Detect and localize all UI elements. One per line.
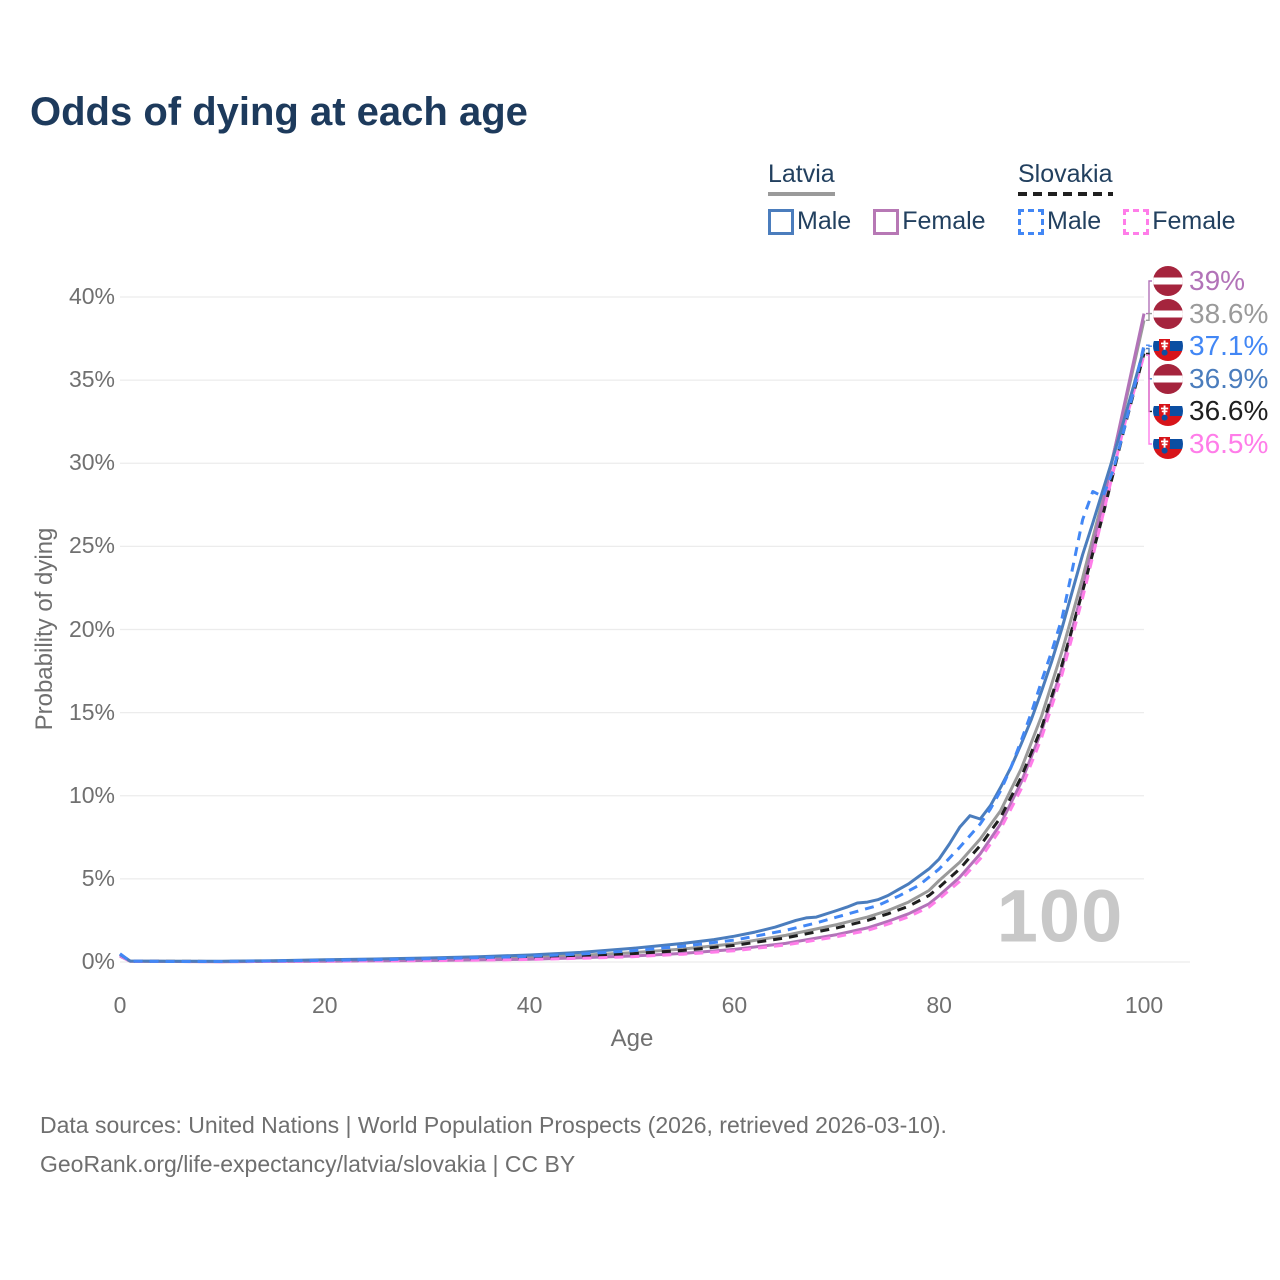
hover-age-watermark: 100 (996, 874, 1124, 958)
y-tick-0: 0% (81, 948, 115, 974)
x-tick-80: 80 (926, 992, 952, 1018)
latvia-flag-icon (1153, 363, 1183, 394)
x-tick-60: 60 (721, 992, 748, 1018)
y-tick-35: 35% (68, 366, 115, 393)
end-label-value: 38.6% (1189, 297, 1269, 329)
series-line-latvia (119, 319, 1146, 963)
legend-label: Female (1152, 207, 1236, 235)
legend-swatch-solid (873, 208, 900, 235)
end-label-value: 37.1% (1189, 330, 1269, 362)
y-tick-40: 40% (68, 283, 115, 309)
y-tick-15: 15% (68, 698, 115, 725)
y-tick-25: 25% (68, 532, 115, 559)
legend-swatch-dashed (1123, 208, 1150, 235)
y-tick-10: 10% (68, 781, 115, 808)
latvia-flag-icon (1153, 298, 1183, 329)
slovakia-flag-icon (1153, 331, 1183, 362)
legend-underline-solid (768, 192, 835, 196)
end-label-connector-latvia (1146, 312, 1152, 321)
y-axis-title: Probability of dying (31, 527, 58, 731)
legend-group-slovakia: Slovakia Male Female (1018, 160, 1236, 236)
end-label-connector-slovakia-male (1146, 344, 1152, 347)
footer: Data sources: United Nations | World Pop… (40, 1106, 947, 1184)
end-label-latvia-female: 39% (1153, 265, 1245, 297)
end-label-connector-slovakia-female (1146, 354, 1152, 445)
legend-swatch-solid (768, 208, 794, 235)
series-line-slovakia-male (119, 344, 1146, 963)
x-tick-100: 100 (1124, 992, 1164, 1018)
y-tick-5: 5% (81, 864, 115, 891)
end-label-value: 36.5% (1189, 428, 1269, 459)
end-label-value: 39% (1189, 265, 1246, 296)
series-line-slovakia-female (119, 354, 1146, 964)
y-tick-30: 30% (68, 449, 115, 476)
legend-label: Male (1047, 207, 1102, 235)
page-title: Odds of dying at each age (30, 90, 528, 134)
legend-item-slovakia-female[interactable]: Female (1123, 207, 1236, 236)
legend-underline-dashed (1018, 192, 1113, 196)
end-label-slovakia-female: 36.5% (1153, 428, 1268, 460)
legend-item-latvia-male[interactable]: Male (768, 207, 851, 236)
x-tick-0: 0 (113, 992, 127, 1018)
end-label-latvia: 38.6% (1153, 298, 1268, 330)
footer-data-sources: Data sources: United Nations | World Pop… (40, 1112, 947, 1138)
end-label-slovakia-male: 37.1% (1153, 330, 1268, 362)
series-line-latvia-female (119, 313, 1146, 964)
legend-item-latvia-female[interactable]: Female (873, 207, 986, 236)
end-label-slovakia: 36.6% (1153, 395, 1268, 427)
latvia-flag-icon (1153, 266, 1183, 296)
legend-label: Female (902, 207, 986, 235)
legend-label: Male (797, 207, 852, 235)
footer-attribution: GeoRank.org/life-expectancy/latvia/slova… (40, 1151, 576, 1177)
legend-swatch-dashed (1018, 208, 1044, 235)
end-label-connector-latvia-female (1146, 280, 1152, 315)
legend-country-slovakia: Slovakia (1018, 160, 1113, 196)
end-label-latvia-male: 36.9% (1153, 363, 1268, 395)
x-tick-20: 20 (312, 992, 338, 1018)
y-tick-20: 20% (68, 615, 115, 642)
slovakia-flag-icon (1153, 396, 1183, 427)
x-axis-title: Age (610, 1025, 654, 1052)
end-label-value: 36.9% (1189, 362, 1269, 394)
legend-country-latvia: Latvia (768, 160, 835, 196)
legend-item-slovakia-male[interactable]: Male (1018, 207, 1101, 236)
legend-group-latvia: Latvia Male Female (768, 160, 986, 236)
slovakia-flag-icon (1153, 429, 1183, 459)
end-label-value: 36.6% (1189, 395, 1269, 427)
series-line-slovakia (119, 353, 1146, 963)
x-tick-40: 40 (516, 992, 543, 1018)
series-line-latvia-male (119, 348, 1146, 963)
